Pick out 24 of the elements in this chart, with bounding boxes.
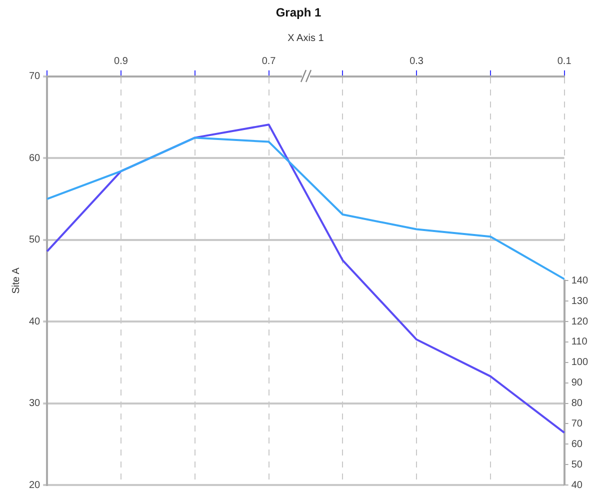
y-tick-label: 50 xyxy=(29,234,41,246)
y2-tick-label: 110 xyxy=(571,336,588,348)
x-tick-label: 0.9 xyxy=(114,56,128,68)
y-axis-title: Site A xyxy=(10,267,22,294)
y-tick-label: 30 xyxy=(29,398,41,410)
y2-tick-label: 120 xyxy=(571,316,588,328)
y-tick-label: 60 xyxy=(29,152,41,164)
y-tick-label: 40 xyxy=(29,316,41,328)
y2-tick-label: 70 xyxy=(571,418,583,430)
y2-tick-label: 100 xyxy=(571,357,588,368)
chart-title: Graph 1 xyxy=(276,6,322,20)
x-tick-label: 0.3 xyxy=(410,56,424,68)
y2-tick-label: 60 xyxy=(571,438,583,450)
y-tick-label: 20 xyxy=(29,480,41,491)
y2-tick-label: 90 xyxy=(571,378,583,389)
y2-tick-label: 40 xyxy=(571,480,583,491)
x-tick-label: 0.7 xyxy=(262,56,276,68)
x-tick-label: 0.1 xyxy=(557,56,572,68)
y-tick-label: 70 xyxy=(29,71,41,82)
x-axis-title: X Axis 1 xyxy=(288,33,324,44)
y2-tick-label: 50 xyxy=(571,459,583,470)
y2-tick-label: 140 xyxy=(571,275,588,286)
y2-tick-label: 130 xyxy=(571,296,588,307)
y2-tick-label: 80 xyxy=(571,398,583,410)
